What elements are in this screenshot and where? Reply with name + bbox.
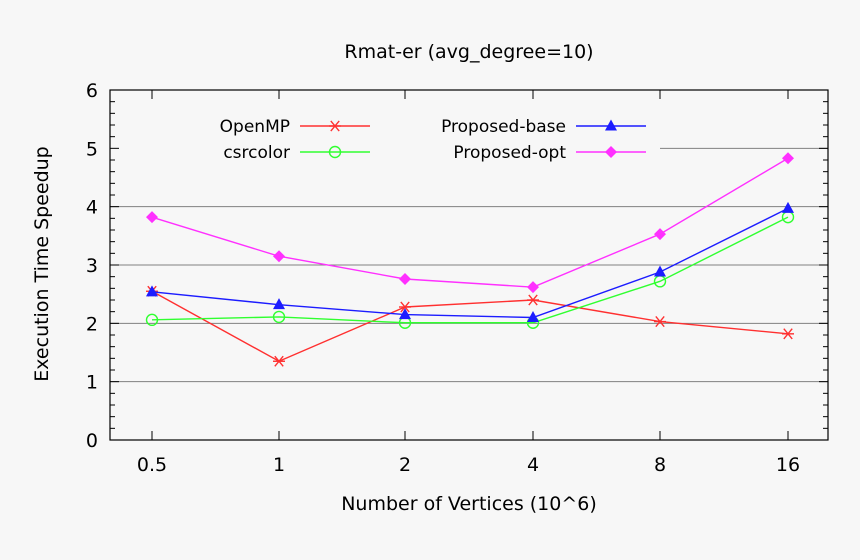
series-csrcolor [145,210,795,329]
x-tick-label: 0.5 [137,454,167,476]
asterisk-marker [400,301,410,313]
triangle-marker [654,265,666,277]
diamond-marker [654,228,666,241]
y-tick-label: 5 [86,138,98,160]
asterisk-marker [528,294,538,306]
y-tick-label: 1 [86,372,98,394]
series-proposed-base [146,201,794,322]
triangle-marker [399,308,411,320]
plot-frame [109,89,829,441]
series-line [151,207,789,319]
series-proposed-opt [146,152,794,294]
diamond-marker [273,250,285,263]
series-openmp [146,285,794,367]
diamond-marker [146,211,158,224]
series-layer [145,152,795,367]
triangle-marker [782,201,794,213]
triangle-marker [146,285,158,297]
circle-marker [328,145,342,159]
triangle-marker [273,298,285,310]
series-line [151,216,789,324]
series-line [151,290,789,363]
legend-label: OpenMP [220,117,290,137]
y-tick-label: 6 [86,80,98,102]
x-tick-label: 4 [527,454,539,476]
axis-layer: 0 1 2 3 4 5 6 0.5 1 2 4 8 16 [86,80,828,476]
y-tick-label: 2 [86,313,98,335]
series-line [151,157,789,288]
x-tick-label: 8 [654,454,666,476]
circle-marker [272,310,286,324]
diamond-marker [527,281,539,294]
asterisk-marker [274,355,284,367]
circle-marker [145,313,159,327]
legend-label: Proposed-base [441,117,566,137]
legend-item: Proposed-base [441,117,646,137]
x-tick-label: 16 [776,454,800,476]
triangle-marker [605,119,617,131]
asterisk-marker [655,316,665,328]
asterisk-marker [330,120,340,132]
x-tick-label: 2 [399,454,411,476]
legend-item: Proposed-opt [453,143,646,163]
y-tick-label: 4 [86,197,98,219]
y-axis-label: Execution Time Speedup [31,146,53,381]
x-axis-label: Number of Vertices (10^6) [341,493,597,515]
y-tick-label: 0 [86,430,98,452]
diamond-marker [782,152,794,165]
y-tick-label: 3 [86,255,98,277]
chart-title: Rmat-er (avg_degree=10) [344,41,593,63]
asterisk-marker [783,328,793,340]
triangle-marker [527,311,539,322]
legend-label: csrcolor [223,143,290,163]
legend: OpenMP csrcolor Proposed-base Proposed-opt [220,117,646,163]
legend-item: csrcolor [223,143,370,163]
diamond-marker [605,146,617,158]
legend-item: OpenMP [220,117,370,137]
diamond-marker [399,273,411,285]
legend-label: Proposed-opt [453,143,566,163]
x-tick-label: 1 [273,454,285,476]
